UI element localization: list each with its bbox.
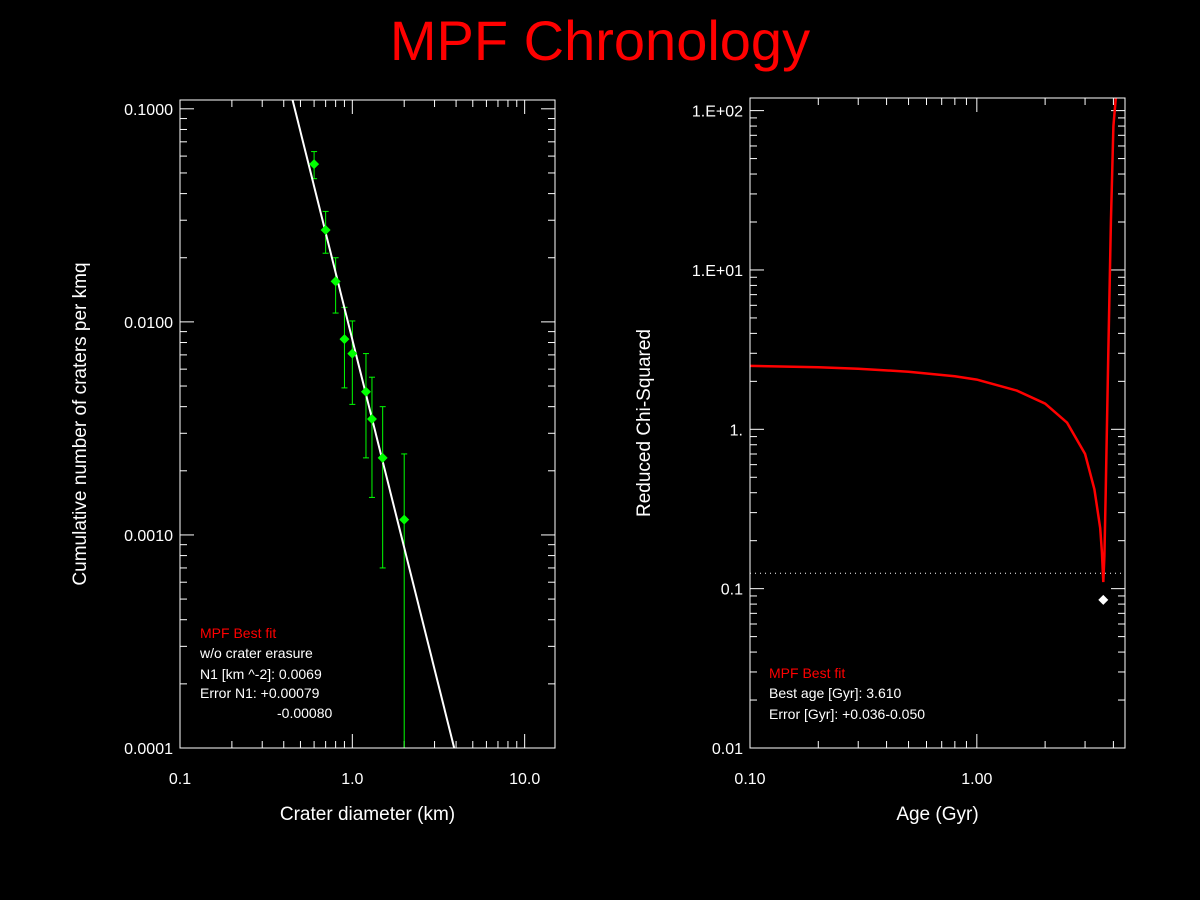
data-point: [377, 452, 388, 463]
legend-line: N1 [km ^-2]: 0.0069: [200, 666, 322, 682]
page-title: MPF Chronology: [389, 9, 811, 72]
major-ticks: 0.10 1.00 0.01 0.1 1. 1.E+01 1.E+02: [692, 98, 1125, 788]
fit-line: [291, 99, 456, 749]
major-ticks: 0.1 1.0 10.0 0.0001 0.0010 0.0100 0.1000: [124, 100, 555, 788]
minor-ticks: [180, 100, 555, 748]
y-tick-label: 0.01: [712, 741, 743, 758]
y-tick-label: 0.0010: [124, 528, 173, 545]
y-axis-label: Reduced Chi-Squared: [634, 329, 655, 517]
best-age-marker: [1098, 594, 1109, 605]
x-axis-label: Age (Gyr): [896, 804, 978, 825]
data-point: [330, 276, 341, 287]
legend-line: Best age [Gyr]: 3.610: [769, 685, 902, 701]
legend-line: w/o crater erasure: [199, 645, 313, 661]
chi-squared-curve: [749, 97, 1118, 583]
data-point: [347, 348, 358, 359]
plot-frame: [179, 99, 556, 749]
legend: MPF Best fit w/o crater erasure N1 [km ^…: [199, 625, 332, 721]
data-points: [309, 159, 410, 525]
crater-size-frequency-chart: 0.1 1.0 10.0 0.0001 0.0010 0.0100 0.1000 Crate…: [70, 99, 556, 825]
x-tick-label: 0.1: [169, 771, 191, 788]
plot-frame: [749, 97, 1126, 749]
error-bars: [311, 151, 408, 749]
y-tick-label: 0.0001: [124, 741, 173, 758]
data-point: [366, 414, 377, 425]
legend-header: MPF Best fit: [769, 665, 845, 681]
legend: MPF Best fit Best age [Gyr]: 3.610 Error…: [769, 665, 925, 722]
data-point: [320, 224, 331, 235]
x-axis-label: Crater diameter (km): [280, 804, 455, 825]
y-axis-label: Cumulative number of craters per kmq: [70, 262, 91, 585]
y-tick-label: 1.E+02: [692, 104, 743, 121]
data-point: [399, 514, 410, 525]
legend-line: Error N1: +0.00079: [200, 685, 320, 701]
minor-ticks: [750, 98, 1125, 748]
legend-header: MPF Best fit: [200, 625, 276, 641]
y-tick-label: 0.0100: [124, 315, 173, 332]
y-tick-label: 1.E+01: [692, 263, 743, 280]
x-tick-label: 1.0: [341, 771, 363, 788]
chi-squared-chart: 0.10 1.000.010.11.1.E+011.E+02 Age (Gyr) …: [634, 97, 1126, 825]
legend-line: Error [Gyr]: +0.036-0.050: [769, 706, 925, 722]
x-tick-label: 1.00: [961, 771, 992, 788]
data-point: [309, 159, 320, 170]
y-tick-label: 0.1: [721, 582, 743, 599]
data-point: [360, 386, 371, 397]
y-tick-label: 0.1000: [124, 102, 173, 119]
y-tick-label: 1.: [730, 422, 743, 439]
data-point: [339, 334, 350, 345]
x-tick-label: 0.10: [734, 771, 765, 788]
x-tick-label: 10.0: [509, 771, 540, 788]
legend-line: -0.00080: [277, 705, 332, 721]
